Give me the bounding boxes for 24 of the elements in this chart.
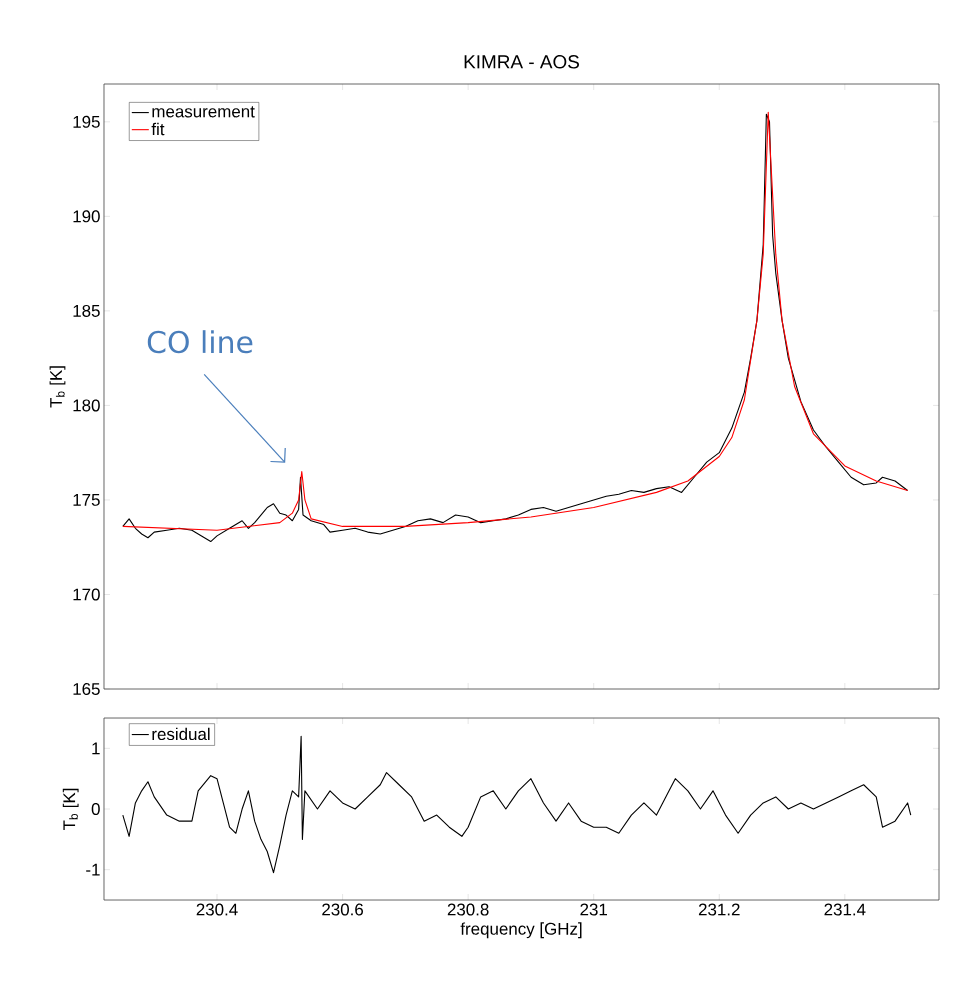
x-tick-label: 230.8: [447, 903, 489, 916]
x-tick-label: 230.6: [322, 903, 364, 916]
y-tick-label: 175: [73, 494, 100, 506]
y-tick-label: 0: [91, 803, 100, 816]
y-tick-label: 185: [73, 304, 100, 317]
chart-title: KIMRA - AOS: [464, 55, 579, 69]
x-tick-label: 231: [580, 903, 607, 916]
y-tick-label: 1: [92, 742, 100, 755]
y-axis-title: T$_{b}$ [K]: [49, 366, 66, 408]
legend-label: measurement: [152, 106, 255, 118]
x-tick-label: 231.4: [824, 903, 866, 916]
y-tick-label: 180: [73, 399, 100, 412]
y-tick-label: 165: [73, 683, 100, 696]
y-tick-label: 195: [73, 115, 100, 128]
y-tick-label: 170: [73, 588, 100, 601]
y-tick-label: 190: [73, 210, 100, 223]
x-tick-label: 230.4: [196, 903, 238, 916]
x-axis-title: frequency [GHz]: [460, 922, 582, 939]
legend-label: fit: [151, 122, 165, 136]
legend-label: residual: [152, 727, 210, 741]
annotation: CO line: [147, 330, 253, 354]
x-tick-label: 231.2: [698, 903, 740, 916]
y-tick-label: -1: [86, 863, 100, 876]
y-axis-title: T$_{b}$ [K]: [62, 788, 79, 831]
